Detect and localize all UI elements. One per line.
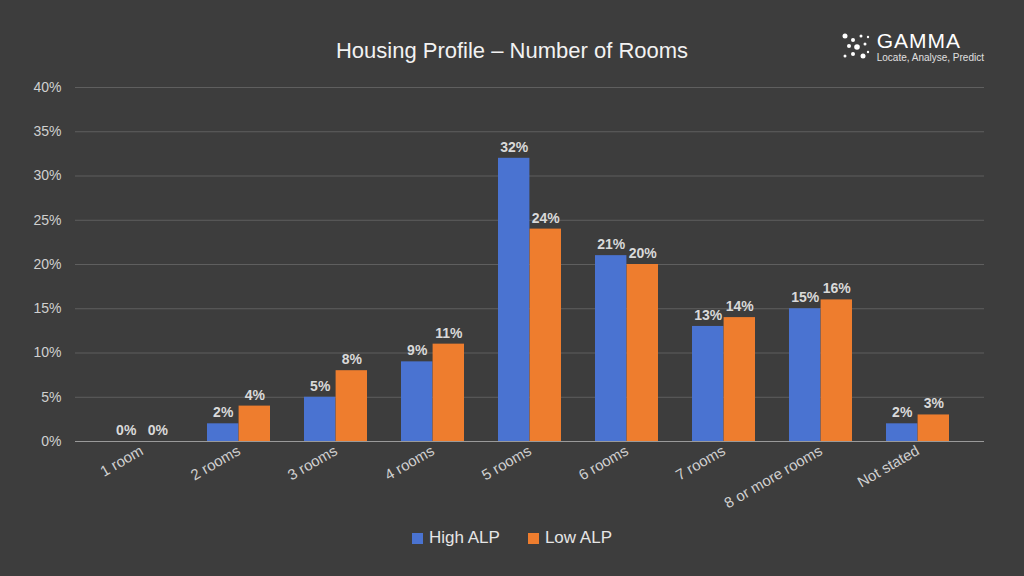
- svg-text:2%: 2%: [213, 404, 234, 420]
- html-text:Housing Profile – Number of Ro: Housing Profile – Number of Rooms: [335, 38, 689, 63]
- svg-text:3%: 3%: [924, 395, 945, 411]
- svg-text:8 or more rooms: 8 or more rooms: [721, 442, 825, 512]
- svg-text:1 room: 1 room: [97, 442, 146, 480]
- svg-text:5 rooms: 5 rooms: [478, 442, 533, 484]
- svg-text:9%: 9%: [407, 342, 428, 358]
- html-text:Locate, Analyse, Predict: Locate, Analyse, Predict: [876, 52, 984, 63]
- svg-text:20%: 20%: [33, 256, 61, 272]
- svg-text:0%: 0%: [41, 433, 61, 449]
- svg-text:40%: 40%: [33, 79, 61, 95]
- html-text:Low ALP: Low ALP: [544, 528, 612, 547]
- svg-text:0%: 0%: [116, 422, 137, 438]
- html-text:High ALP: High ALP: [429, 528, 500, 547]
- svg-text:5%: 5%: [310, 378, 331, 394]
- svg-text:5%: 5%: [41, 389, 61, 405]
- svg-text:14%: 14%: [726, 298, 755, 314]
- svg-text:20%: 20%: [629, 245, 658, 261]
- svg-text:3 rooms: 3 rooms: [284, 442, 339, 484]
- svg-text:13%: 13%: [694, 307, 723, 323]
- svg-text:0%: 0%: [148, 422, 169, 438]
- svg-text:21%: 21%: [597, 236, 626, 252]
- svg-text:32%: 32%: [500, 139, 529, 155]
- html-text:GAMMA: GAMMA: [876, 29, 961, 52]
- svg-text:11%: 11%: [435, 325, 463, 341]
- svg-text:16%: 16%: [823, 280, 852, 296]
- svg-text:10%: 10%: [33, 344, 61, 360]
- svg-text:2%: 2%: [892, 404, 913, 420]
- svg-text:8%: 8%: [342, 351, 363, 367]
- svg-text:30%: 30%: [33, 167, 61, 183]
- svg-text:15%: 15%: [791, 289, 820, 305]
- svg-text:15%: 15%: [33, 300, 61, 316]
- svg-text:24%: 24%: [532, 210, 561, 226]
- svg-text:7 rooms: 7 rooms: [672, 442, 727, 484]
- svg-text:4 rooms: 4 rooms: [381, 442, 436, 484]
- svg-text:6 rooms: 6 rooms: [575, 442, 630, 484]
- svg-text:4%: 4%: [245, 387, 266, 403]
- svg-text:2 rooms: 2 rooms: [187, 442, 242, 484]
- svg-text:25%: 25%: [33, 212, 61, 228]
- svg-text:35%: 35%: [33, 123, 61, 139]
- svg-text:Not stated: Not stated: [854, 442, 922, 491]
